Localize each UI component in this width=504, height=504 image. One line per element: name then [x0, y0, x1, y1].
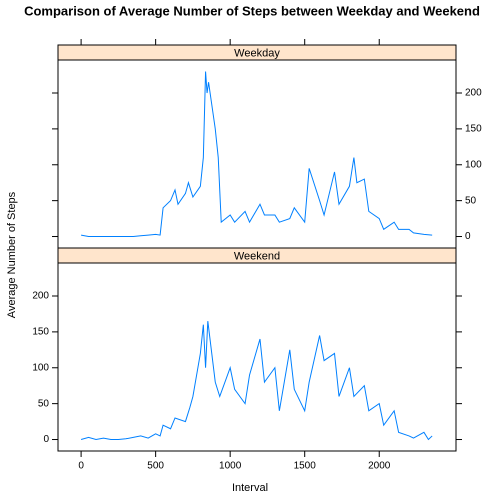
- x-tick-label: 2000: [368, 461, 391, 472]
- panel: [57, 262, 457, 452]
- line: [80, 321, 433, 441]
- y-tick-label: 150: [465, 124, 482, 135]
- y-tick-label: 0: [43, 434, 49, 445]
- x-tick-label: 1500: [294, 461, 317, 472]
- y-tick-label: 200: [465, 88, 482, 99]
- y-axis-label: Average Number of Steps: [6, 191, 18, 318]
- strip-label: Weekday: [234, 47, 280, 59]
- chart-title: Comparison of Average Number of Steps be…: [24, 3, 480, 18]
- y-tick-label: 50: [465, 195, 477, 206]
- y-tick-label: 100: [465, 159, 482, 170]
- x-tick-label: 1000: [219, 461, 242, 472]
- x-axis-label: Interval: [232, 482, 268, 494]
- panel: [57, 59, 457, 249]
- x-tick-label: 0: [78, 461, 84, 472]
- y-tick-label: 200: [32, 291, 49, 302]
- x-tick-label: 500: [147, 461, 164, 472]
- line: [81, 71, 433, 238]
- y-tick-label: 0: [465, 231, 471, 242]
- y-tick-label: 150: [32, 327, 49, 338]
- y-tick-label: 100: [32, 362, 49, 373]
- strip-label: Weekend: [234, 250, 280, 262]
- y-tick-label: 50: [38, 398, 50, 409]
